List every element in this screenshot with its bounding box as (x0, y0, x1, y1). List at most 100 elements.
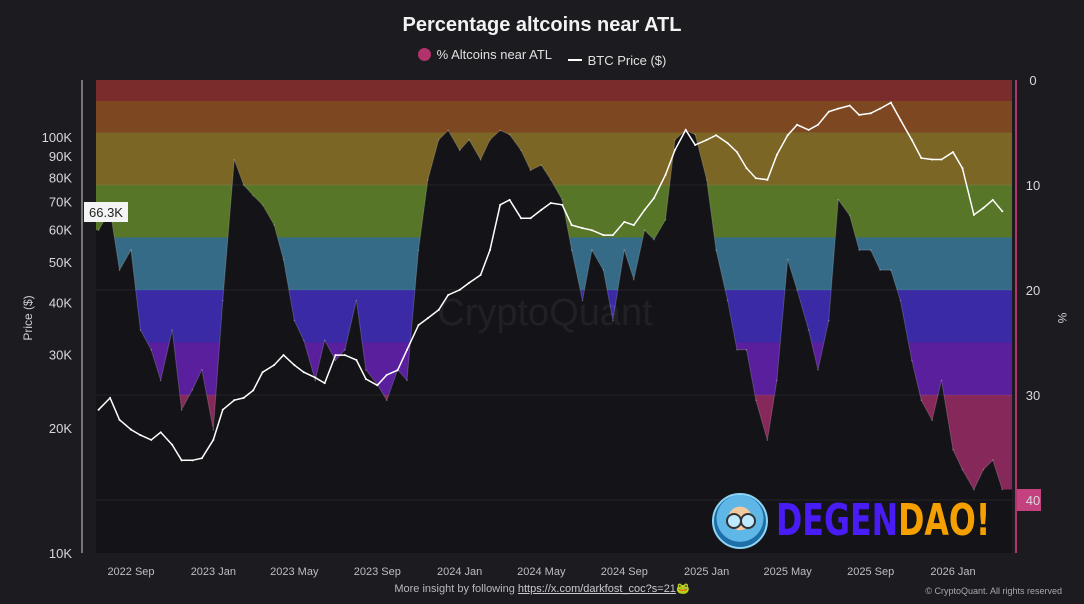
btc-point (817, 123, 820, 126)
btc-point (385, 373, 388, 376)
zone-band-2 (96, 132, 1012, 185)
btc-point (212, 438, 215, 441)
right-tick-label: 20 (1026, 283, 1040, 298)
btc-point (848, 104, 851, 107)
altcoin-point (982, 468, 985, 471)
altcoin-point (745, 349, 748, 351)
altcoin-point (479, 159, 482, 161)
footer-link[interactable]: https://x.com/darkfost_coc?s=21 (517, 583, 676, 595)
btc-point (972, 213, 975, 216)
btc-point (796, 123, 799, 126)
altcoin-point (911, 359, 913, 362)
btc-point (726, 142, 729, 145)
altcoin-point (796, 289, 798, 291)
avatar-icon (712, 493, 768, 549)
altcoin-point (807, 329, 810, 331)
altcoin-point (817, 369, 819, 371)
legend-label-btc: BTC Price ($) (587, 52, 667, 68)
btc-point (736, 151, 739, 154)
logo-text-dao: DAO! (898, 495, 991, 546)
btc-point (261, 371, 264, 374)
btc-point (273, 364, 276, 367)
left-tick-label: 30K (49, 348, 72, 363)
altcoin-point (602, 269, 605, 271)
altcoin-point (273, 224, 275, 226)
altcoin-point (890, 269, 892, 271)
altcoin-point (139, 329, 142, 331)
btc-point (581, 227, 584, 230)
x-tick-label: 2023 Jan (191, 566, 236, 578)
altcoin-point (848, 214, 851, 217)
altcoin-point (858, 249, 860, 251)
btc-point (786, 134, 789, 137)
btc-point (479, 273, 482, 276)
right-tick-highlight (1017, 489, 1041, 511)
altcoin-point (529, 169, 532, 172)
btc-point (355, 359, 358, 362)
btc-point (940, 158, 943, 161)
btc-point (97, 408, 100, 411)
btc-point (282, 354, 285, 357)
logo-text-degen: DEGEN (776, 495, 899, 546)
btc-point (191, 459, 194, 462)
x-tick-label: 2024 Sep (601, 566, 648, 578)
altcoin-point (150, 349, 153, 351)
btc-point (611, 234, 614, 237)
x-tick-label: 2022 Sep (107, 566, 154, 578)
altcoin-point (766, 439, 769, 441)
btc-point (653, 197, 656, 200)
altcoin-point (705, 178, 708, 181)
left-tick-label: 80K (49, 170, 72, 185)
btc-point (1001, 210, 1004, 213)
btc-point (889, 101, 892, 104)
altcoin-point (109, 209, 111, 211)
altcoin-point (508, 133, 511, 136)
btc-point (343, 354, 346, 357)
altcoin-point (920, 399, 923, 402)
btc-point (632, 224, 635, 227)
btc-point (991, 198, 994, 201)
btc-point (417, 324, 420, 327)
x-tick-label: 2023 May (270, 566, 319, 578)
left-tick-label: 40K (49, 296, 72, 311)
altcoin-point (570, 249, 573, 251)
btc-point (952, 151, 954, 154)
right-tick-label: 0 (1029, 73, 1036, 88)
altcoin-point (561, 198, 564, 201)
legend-item-btc[interactable]: BTC Price ($) (567, 52, 667, 68)
btc-point (242, 396, 245, 399)
altcoin-point (623, 249, 626, 251)
altcoin-point (302, 339, 305, 342)
altcoin-point (314, 379, 317, 382)
btc-point (221, 408, 224, 411)
altcoin-point (736, 349, 738, 351)
btc-point (745, 167, 748, 170)
left-tick-label: 100K (42, 130, 73, 145)
altcoin-point (879, 269, 881, 271)
x-tick-label: 2024 May (517, 566, 566, 578)
btc-point (150, 438, 153, 441)
btc-point (920, 157, 923, 160)
altcoin-point (171, 329, 173, 331)
zone-band-0 (96, 80, 1012, 101)
chart-title: Percentage altcoins near ATL (402, 14, 682, 36)
altcoin-point (180, 408, 183, 411)
legend-item-altcoins[interactable]: % Altcoins near ATL (417, 47, 552, 62)
btc-point (130, 428, 132, 431)
right-tick-label: 30 (1026, 388, 1040, 403)
altcoin-point (221, 299, 224, 302)
altcoin-point (427, 178, 429, 181)
altcoin-point (212, 428, 215, 431)
altcoin-point (489, 139, 491, 141)
altcoin-point (776, 379, 778, 382)
btc-point (766, 178, 769, 181)
altcoin-point (653, 238, 655, 241)
btc-point (364, 377, 367, 380)
btc-point (293, 364, 296, 367)
altcoin-point (755, 399, 757, 402)
btc-point (406, 348, 409, 351)
footer: More insight by following https://x.com/… (0, 582, 1084, 595)
btc-point (109, 396, 112, 399)
altcoin-point (385, 399, 388, 402)
altcoin-point (973, 488, 975, 491)
